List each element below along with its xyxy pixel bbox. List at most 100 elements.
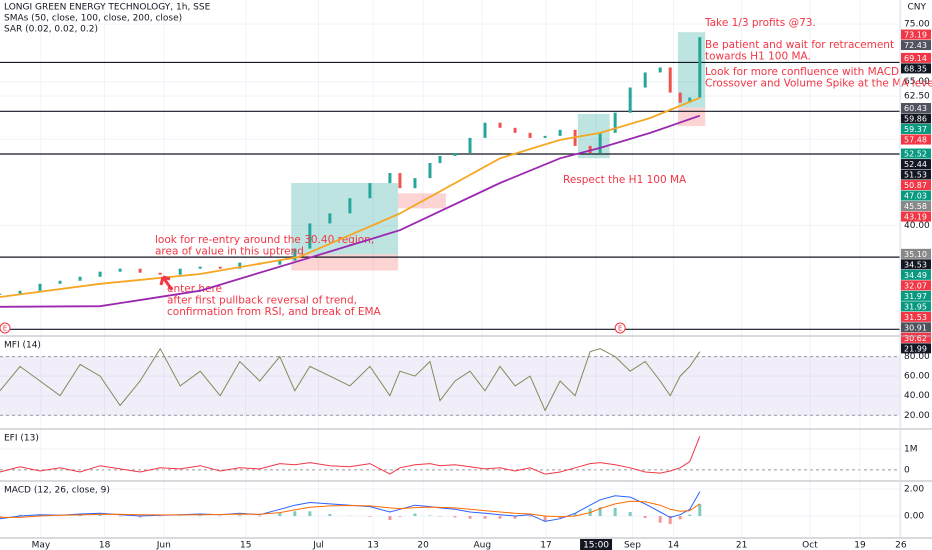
candle	[398, 173, 402, 189]
candle	[118, 268, 122, 272]
histogram-bar	[328, 513, 332, 517]
x-tick-label: Aug	[474, 541, 492, 550]
price-tag-label: 34.53	[904, 260, 927, 269]
histogram-bar	[613, 507, 617, 517]
price-tag-label: 47.03	[904, 192, 927, 201]
histogram-bar	[698, 503, 702, 517]
price-tag	[901, 301, 931, 312]
histogram-bar	[668, 516, 672, 525]
price-tag	[901, 311, 931, 322]
candle	[413, 178, 417, 189]
histogram-bar	[498, 516, 502, 519]
annotation: Crossover and Volume Spike at the MA lev…	[705, 78, 932, 90]
price-tag-label: 72.43	[904, 41, 927, 50]
y-tick-label: 0	[904, 465, 910, 475]
price-tag	[901, 211, 931, 222]
y-tick-label: 60.00	[904, 372, 930, 382]
x-tick-label: Oct	[802, 541, 818, 550]
candle	[388, 173, 392, 184]
x-tick-label: 15:00	[583, 541, 609, 550]
histogram-bar	[598, 507, 602, 517]
price-tag-label: 45.58	[904, 202, 927, 211]
candle	[18, 290, 22, 294]
price-tag-label: 30.62	[904, 334, 927, 343]
x-tick-label: May	[32, 541, 51, 550]
price-tag	[901, 332, 931, 343]
price-tag	[901, 52, 931, 63]
histogram-bar	[543, 516, 547, 522]
candle	[678, 92, 682, 103]
event-label: E	[3, 325, 7, 333]
pane-title: MACD (12, 26, close, 9)	[4, 486, 110, 496]
histogram-bar	[438, 516, 442, 517]
stop-zone	[291, 254, 399, 271]
histogram-bar	[643, 516, 647, 519]
candle	[698, 37, 702, 98]
price-tag-label: 34.49	[904, 271, 927, 280]
cursor-label-bg	[580, 539, 613, 550]
price-tag	[901, 40, 931, 51]
histogram-bar	[513, 516, 517, 519]
y-tick-label: 65.00	[904, 77, 930, 87]
price-tag-label: 69.14	[904, 54, 927, 63]
histogram-bar	[413, 513, 417, 517]
indicator-legend: SMAs (50, close, 100, close, 200, close)	[4, 14, 182, 24]
candle	[688, 97, 692, 103]
candle	[278, 260, 282, 265]
candle	[453, 152, 457, 156]
series-line	[0, 114, 701, 308]
symbol-title: LONGI GREEN ENERGY TECHNOLOGY, 1h, SSE	[4, 3, 211, 13]
indicator-legend: SAR (0.02, 0.02, 0.2)	[4, 25, 98, 35]
histogram-bar	[293, 511, 297, 517]
candle	[628, 87, 632, 113]
price-tag	[901, 159, 931, 170]
series-line	[0, 347, 701, 412]
price-tag-label: 35.10	[904, 250, 927, 259]
histogram-bar	[658, 516, 662, 523]
pane-title: MFI (14)	[4, 341, 41, 351]
histogram-bar	[678, 516, 682, 520]
candle	[0, 293, 2, 295]
histogram-bar	[388, 516, 392, 521]
price-tag-label: 59.37	[904, 125, 927, 134]
histogram-bar	[278, 512, 282, 517]
price-tag-label: 68.35	[904, 64, 927, 73]
annotation: Look for more confluence with MACD	[705, 66, 899, 78]
price-tag-label: 43.19	[904, 213, 927, 222]
series-line	[0, 491, 701, 522]
candle	[218, 266, 222, 269]
x-tick-label: 17	[540, 541, 551, 550]
histogram-bar	[308, 511, 312, 517]
x-tick-label: 13	[367, 541, 378, 550]
candle	[643, 72, 647, 88]
annotation: Respect the H1 100 MA	[563, 174, 687, 186]
histogram-bar	[483, 516, 487, 519]
currency: CNY	[907, 3, 926, 13]
event-marker	[0, 322, 11, 334]
candle	[348, 198, 352, 214]
price-tag-label: 30.91	[904, 323, 927, 332]
y-tick-label: 75.00	[904, 20, 930, 30]
price-tag	[901, 113, 931, 124]
arrow	[159, 275, 174, 291]
histogram-bar	[38, 514, 42, 517]
x-tick-label: 14	[668, 541, 680, 550]
annotation: towards H1 100 MA.	[705, 51, 811, 63]
annotation: confirmation from RSI, and break of EMA	[167, 306, 382, 318]
annotation: Take 1/3 profits @73.	[704, 17, 816, 29]
histogram-bar	[138, 516, 142, 518]
price-tag-label: 57.48	[904, 136, 927, 145]
price-tag	[901, 343, 931, 354]
x-tick-label: 15	[240, 541, 251, 550]
price-tag	[901, 190, 931, 201]
candle	[98, 271, 102, 277]
series-line	[0, 436, 701, 475]
price-tag	[901, 148, 931, 159]
annotation: Be patient and wait for retracement	[705, 39, 894, 51]
x-tick-label: 19	[854, 541, 866, 550]
y-tick-label: 62.50	[904, 92, 930, 102]
price-tag	[901, 124, 931, 135]
candle	[78, 276, 82, 281]
